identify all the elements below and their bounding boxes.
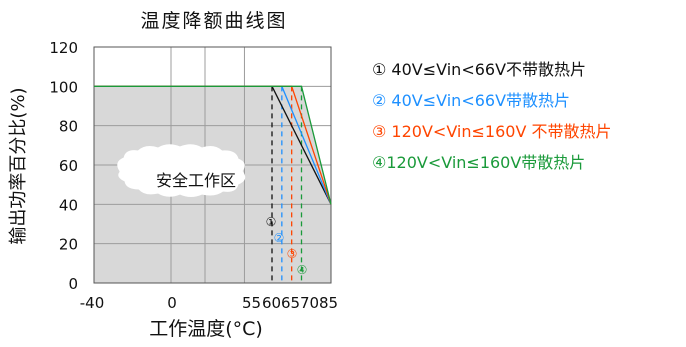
x-axis-title: 工作温度(°C) bbox=[149, 318, 263, 340]
safe-area-label: 安全工作区 bbox=[156, 171, 236, 190]
series-marker: ④ bbox=[297, 263, 308, 277]
y-tick-label: 120 bbox=[49, 39, 78, 57]
series-marker: ③ bbox=[287, 247, 298, 261]
derating-curve bbox=[94, 85, 332, 205]
series-marker: ② bbox=[274, 231, 285, 245]
x-tick-label: 55 bbox=[242, 294, 261, 312]
y-axis-title: 输出功率百分比(%) bbox=[8, 87, 29, 244]
y-tick-label: 20 bbox=[59, 236, 78, 254]
x-tick-label: 70 bbox=[300, 294, 319, 312]
legend-item-2: ② 40V≤Vin<66V带散热片 bbox=[372, 91, 571, 110]
x-tick-label: -40 bbox=[80, 294, 105, 312]
legend-item-4: ④120V<Vin≤160V带散热片 bbox=[372, 153, 586, 172]
x-tick-label: 85 bbox=[319, 294, 338, 312]
y-tick-label: 40 bbox=[59, 196, 78, 214]
y-tick-label: 80 bbox=[59, 118, 78, 136]
y-tick-label: 0 bbox=[68, 275, 78, 293]
legend-item-3: ③ 120V<Vin≤160V 不带散热片 bbox=[372, 122, 612, 141]
plot-frame bbox=[93, 46, 332, 284]
x-tick-label: 0 bbox=[167, 294, 177, 312]
chart-title: 温度降额曲线图 bbox=[140, 10, 287, 32]
x-tick-label: 60 bbox=[262, 294, 281, 312]
series-marker: ① bbox=[266, 215, 277, 229]
legend-item-1: ① 40V≤Vin<66V不带散热片 bbox=[372, 60, 587, 79]
legend: ① 40V≤Vin<66V不带散热片 ② 40V≤Vin<66V带散热片 ③ 1… bbox=[372, 54, 611, 178]
y-tick-label: 100 bbox=[49, 78, 78, 96]
x-tick-label: 65 bbox=[281, 294, 300, 312]
safe-area-cloud bbox=[117, 144, 246, 197]
y-tick-label: 60 bbox=[59, 157, 78, 175]
